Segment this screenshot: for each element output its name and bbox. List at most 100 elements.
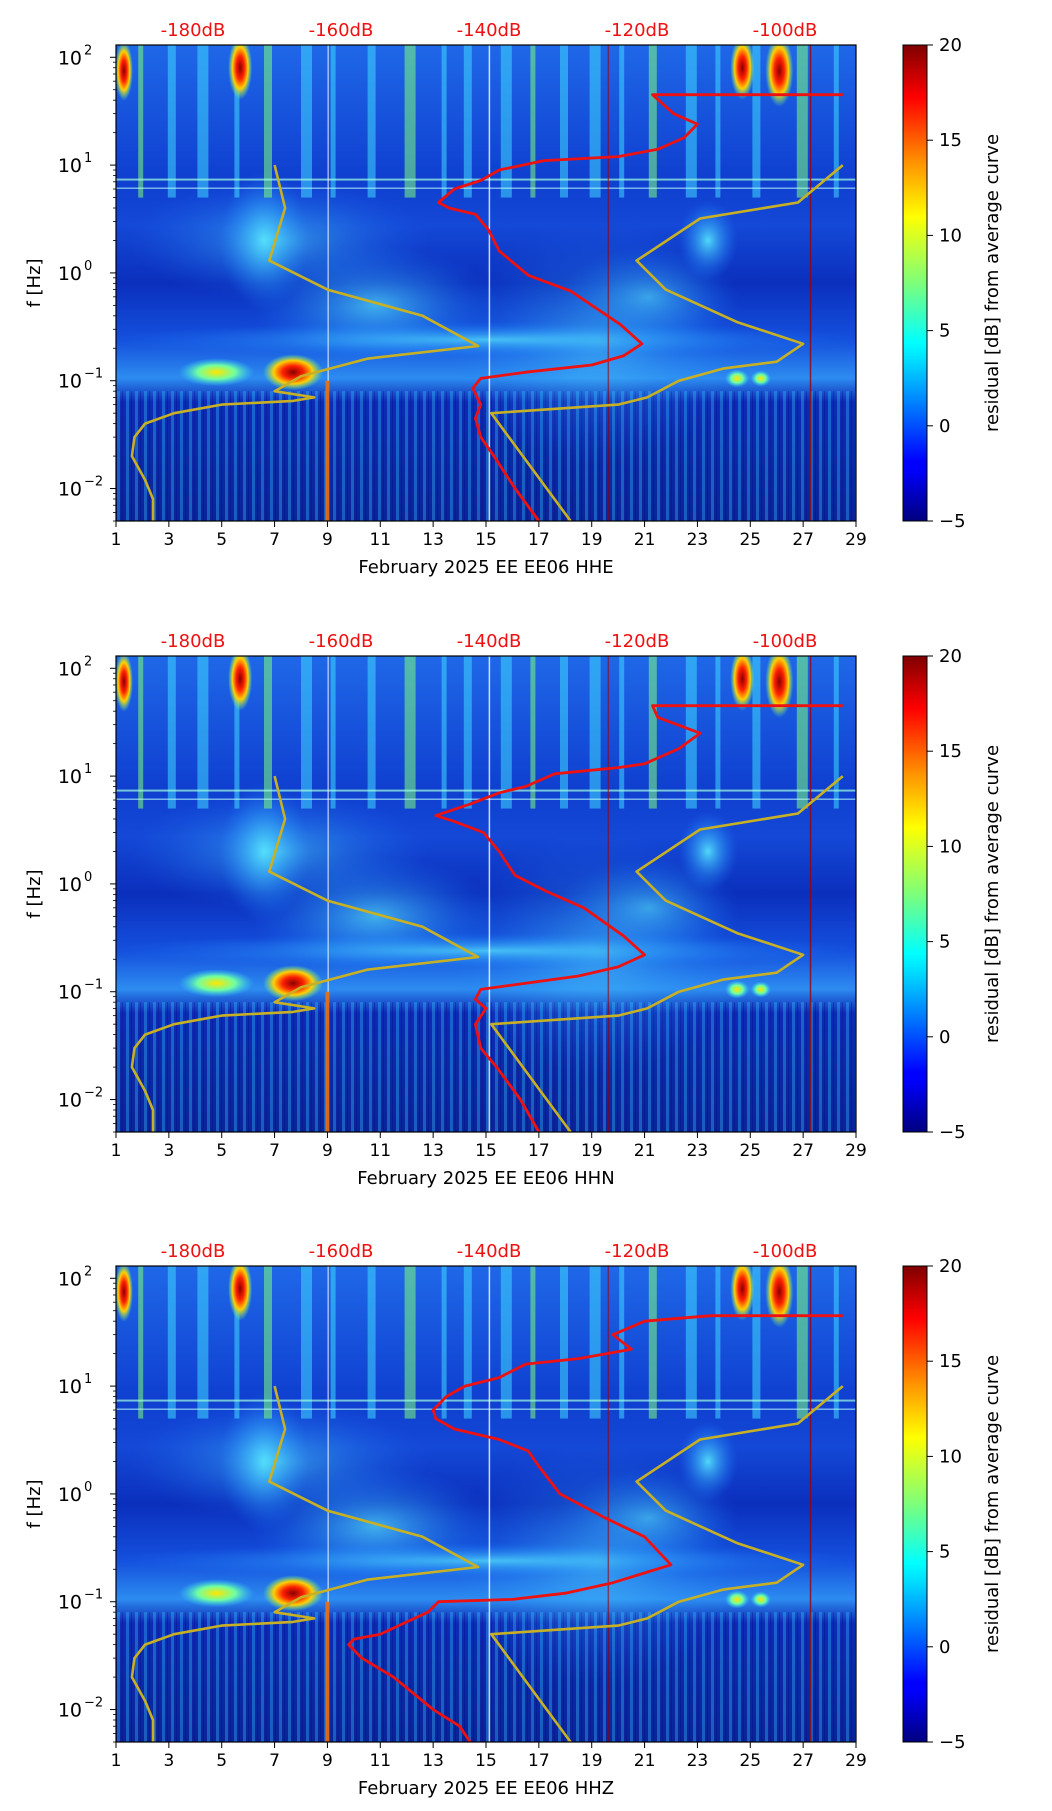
activity-streak (796, 1266, 808, 1419)
x-tick-label: 9 (322, 1751, 333, 1771)
x-tick-label: 7 (269, 530, 280, 550)
gap-line (809, 1266, 812, 1742)
activity-streak (685, 1266, 697, 1419)
colorbar (902, 1265, 928, 1743)
x-tick-label: 13 (422, 530, 444, 550)
hot-spot (228, 656, 253, 711)
colorbar-tick-label: 0 (939, 416, 950, 437)
activity-streak (589, 1266, 601, 1419)
x-tick-label: 7 (269, 1141, 280, 1161)
x-tick-label: 29 (845, 530, 867, 550)
top-db-label: -120dB (605, 20, 670, 41)
colorbar (902, 655, 928, 1133)
x-tick-label: 17 (528, 1141, 550, 1161)
activity-streak (560, 45, 568, 198)
x-tick-label: 11 (369, 1141, 391, 1161)
y-tick-exponent: −1 (84, 367, 103, 382)
noise-band (558, 1467, 739, 1568)
top-db-label: -180dB (161, 20, 226, 41)
colorbar-tick-label: −5 (939, 511, 966, 532)
y-tick-label: 10 (58, 658, 82, 680)
noise-model-curve (490, 775, 844, 1133)
hot-spot (116, 45, 133, 101)
gap-line (809, 656, 812, 1132)
y-tick-exponent: 1 (84, 151, 92, 166)
gap-line (327, 45, 329, 381)
average-psd-curve (437, 93, 843, 522)
y-tick-exponent: 1 (84, 1372, 92, 1387)
top-db-label: -160dB (309, 631, 374, 652)
x-tick-label: 7 (269, 1751, 280, 1771)
colorbar-tick-label: 0 (939, 1027, 950, 1048)
activity-streak (560, 1266, 568, 1419)
y-tick-label: 10 (58, 479, 82, 501)
hot-spot (263, 965, 324, 1002)
top-db-label: -160dB (309, 20, 374, 41)
hot-spot (116, 656, 133, 712)
x-tick-label: 25 (739, 530, 761, 550)
y-tick-exponent: 1 (84, 762, 92, 777)
x-tick-label: 15 (475, 530, 497, 550)
noise-model-curve (130, 775, 480, 1132)
gap-line (607, 656, 610, 1132)
colorbar-label: residual [dB] from average curve (982, 134, 1003, 432)
x-tick-label: 13 (422, 1141, 444, 1161)
colorbar-tick-label: 10 (939, 225, 962, 246)
activity-streak (833, 45, 839, 198)
top-db-label: -100dB (753, 631, 818, 652)
y-tick-exponent: 2 (84, 43, 92, 58)
y-tick-exponent: −2 (84, 475, 103, 490)
colorbar-tick-label: 0 (939, 1637, 950, 1658)
y-tick-label: 10 (58, 1592, 82, 1614)
y-tick-exponent: 0 (84, 1480, 92, 1495)
noise-band (558, 246, 739, 347)
y-tick-label: 10 (58, 47, 82, 69)
activity-streak (404, 656, 416, 809)
gap-line (488, 1266, 491, 1742)
activity-streak (715, 45, 721, 198)
activity-streak (500, 656, 512, 809)
hot-spot (725, 980, 750, 999)
activity-streak (301, 45, 312, 198)
colorbar-tick-label: 10 (939, 836, 962, 857)
activity-streak (167, 656, 176, 809)
y-tick-label: 10 (58, 766, 82, 788)
hot-spot (725, 369, 750, 388)
x-tick-label: 23 (687, 1141, 709, 1161)
x-tick-label: 25 (739, 1141, 761, 1161)
activity-streak (796, 45, 808, 198)
x-axis-label: February 2025 EE EE06 HHE (358, 557, 613, 578)
top-db-label: -140dB (457, 20, 522, 41)
top-db-label: -100dB (753, 1241, 818, 1262)
colorbar (902, 44, 928, 522)
x-tick-label: 27 (792, 530, 814, 550)
x-tick-label: 21 (634, 1141, 656, 1161)
noise-band (128, 1401, 429, 1522)
x-tick-label: 1 (111, 1141, 122, 1161)
hot-spot (228, 45, 253, 100)
harmonic-line (116, 789, 856, 792)
x-tick-label: 27 (792, 1141, 814, 1161)
noise-model-curve (130, 164, 480, 521)
activity-streak (404, 1266, 416, 1419)
y-tick-label: 10 (58, 874, 82, 896)
y-tick-label: 10 (58, 1700, 82, 1722)
activity-streak (500, 1266, 512, 1419)
event-line (325, 991, 330, 1132)
colorbar-tick-label: −5 (939, 1122, 966, 1143)
activity-streak (367, 1266, 376, 1419)
top-db-label: -180dB (161, 1241, 226, 1262)
y-tick-label: 10 (58, 263, 82, 285)
activity-streak (167, 1266, 176, 1419)
colorbar-tick-label: 5 (939, 932, 950, 953)
activity-streak (301, 656, 312, 809)
colorbar-tick-label: 15 (939, 130, 962, 151)
top-db-label: -140dB (457, 631, 522, 652)
harmonic-line (116, 187, 856, 189)
activity-streak (330, 1266, 336, 1419)
activity-streak (752, 45, 761, 198)
activity-streak (589, 656, 601, 809)
